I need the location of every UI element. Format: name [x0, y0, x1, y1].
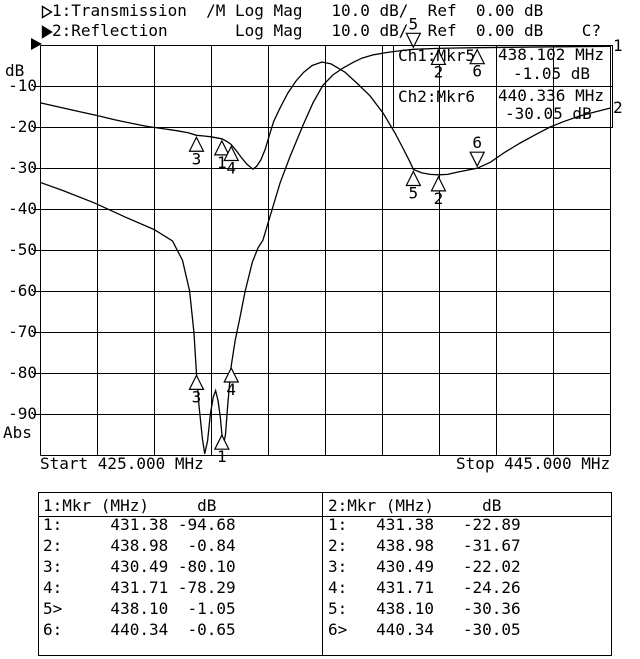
trace1-settings-line: 1:Transmission /M Log Mag 10.0 dB/ Ref 0…: [52, 1, 544, 20]
trace1-indicator-icon: [41, 4, 53, 19]
y-axis-tick-label: -40: [8, 199, 37, 218]
marker-4-ch2-triangle-icon: [223, 145, 240, 162]
marker-6-ch1-triangle-icon: [469, 48, 486, 65]
y-axis-tick-label: -90: [8, 404, 37, 423]
ch2-marker-freq: 440.336 MHz: [498, 86, 604, 105]
x-axis-start-label: Start 425.000 MHz: [40, 454, 204, 473]
marker-table-row: 5> 438.10 -1.05: [43, 599, 236, 618]
marker-1-ch2-label: 1: [217, 153, 227, 172]
marker-table-row: 6: 440.34 -0.65: [43, 620, 236, 639]
marker-5-ch1-label: 5: [409, 14, 419, 33]
marker-table-row: 1: 431.38 -22.89: [328, 515, 521, 534]
ch1-marker-label: Ch1:Mkr5: [398, 46, 476, 65]
marker-2-ch2-label: 2: [434, 189, 444, 208]
marker-6-ch2-triangle-icon: [469, 151, 486, 168]
ch2-marker-level: -30.05 dB: [505, 104, 592, 123]
marker-5-ch1-triangle-icon: [405, 32, 422, 49]
marker-table2-header: 2:Mkr (MHz) dB: [328, 496, 502, 515]
marker-3-ch1-label: 3: [192, 387, 202, 406]
marker-readout-box: [393, 45, 613, 128]
marker-4-ch1-label: 4: [226, 380, 236, 399]
ch2-marker-label: Ch2:Mkr6: [398, 87, 476, 106]
trace2-indicator-icon: [41, 24, 53, 39]
marker-tables: 1:Mkr (MHz) dB 2:Mkr (MHz) dB 1: 431.38 …: [38, 492, 612, 656]
y-axis-tick-label: -50: [8, 240, 37, 259]
ch1-marker-freq: 438.102 MHz: [498, 45, 604, 64]
marker-readout-divider: [394, 86, 612, 87]
x-axis-stop-label: Stop 445.000 MHz: [456, 454, 611, 473]
marker-table-row: 4: 431.71 -78.29: [43, 578, 236, 597]
marker-1-ch2-triangle-icon: [213, 139, 230, 156]
marker-table-row: 3: 430.49 -22.02: [328, 557, 521, 576]
marker-tables-header-rule: [39, 516, 611, 517]
marker-5-ch2-label: 5: [409, 183, 419, 202]
y-axis-tick-label: -20: [8, 117, 37, 136]
y-axis-tick-label: -80: [8, 363, 37, 382]
marker-table1-header: 1:Mkr (MHz) dB: [43, 496, 217, 515]
marker-table-row: 4: 431.71 -24.26: [328, 578, 521, 597]
marker-3-ch2-label: 3: [192, 149, 202, 168]
trace2-settings-line: 2:Reflection Log Mag 10.0 dB/ Ref 0.00 d…: [52, 21, 602, 40]
y-axis-abs-label: Abs: [3, 423, 32, 442]
trace1-edge-label: 1: [613, 36, 623, 55]
marker-1-ch1-triangle-icon: [213, 433, 230, 450]
y-axis-tick-label: -60: [8, 281, 37, 300]
marker-3-ch1-triangle-icon: [188, 374, 205, 391]
y-axis-tick-label: -30: [8, 158, 37, 177]
marker-6-ch1-label: 6: [472, 62, 482, 81]
marker-6-ch2-label: 6: [472, 133, 482, 152]
marker-2-ch1-triangle-icon: [430, 49, 447, 66]
ch1-marker-level: -1.05 dB: [513, 64, 591, 83]
marker-table-row: 3: 430.49 -80.10: [43, 557, 236, 576]
marker-2-ch1-label: 2: [434, 62, 444, 81]
y-axis-unit-label: dB: [5, 61, 25, 80]
marker-5-ch2-triangle-icon: [405, 170, 422, 187]
y-axis-tick-label: -10: [8, 76, 37, 95]
marker-4-ch2-label: 4: [226, 158, 236, 177]
marker-1-ch1-label: 1: [217, 447, 227, 466]
reference-level-arrow-icon: [31, 38, 42, 50]
marker-table-row: 2: 438.98 -0.84: [43, 536, 236, 555]
marker-2-ch2-triangle-icon: [430, 175, 447, 192]
y-axis-tick-label: -70: [8, 322, 37, 341]
marker-table-row: 2: 438.98 -31.67: [328, 536, 521, 555]
trace2-edge-label: 2: [613, 98, 623, 117]
marker-4-ch1-triangle-icon: [223, 366, 240, 383]
marker-table-row: 5: 438.10 -30.36: [328, 599, 521, 618]
trace-reflection: [39, 61, 611, 176]
trace-transmission: [39, 45, 611, 454]
marker-tables-divider: [322, 493, 323, 655]
marker-table-row: 6> 440.34 -30.05: [328, 620, 521, 639]
marker-3-ch2-triangle-icon: [188, 135, 205, 152]
marker-table-row: 1: 431.38 -94.68: [43, 515, 236, 534]
